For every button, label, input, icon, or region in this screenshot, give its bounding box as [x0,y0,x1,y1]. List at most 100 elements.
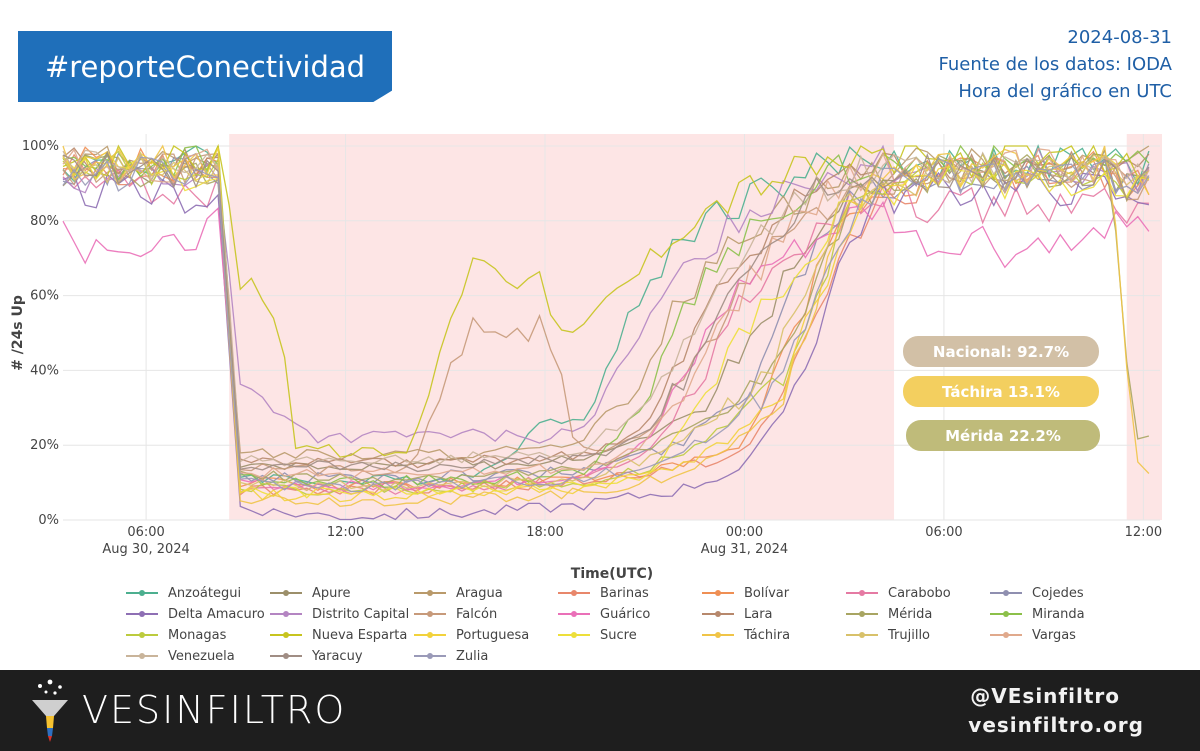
legend-swatch [846,632,878,638]
social-handle: @VEsinfiltro [970,684,1120,708]
legend-item[interactable]: Delta Amacuro [126,606,265,622]
status-pill-text: Nacional: 92.7% [933,343,1069,361]
legend-item[interactable]: Guárico [558,606,650,622]
legend-label: Delta Amacuro [168,606,265,622]
legend-swatch [846,611,878,617]
status-pill-bg [906,420,1100,451]
legend-item[interactable]: Distrito Capital [270,606,409,622]
legend-item[interactable]: Anzoátegui [126,585,241,601]
timezone-note: Hora del gráfico en UTC [958,81,1172,102]
status-pill: Nacional: 92.7% [903,336,1099,367]
legend-item[interactable]: Trujillo [846,627,930,643]
legend-item[interactable]: Lara [702,606,773,622]
x-axis-ticks: 06:00 Aug 30, 2024 12:00 18:00 00:00 Aug 31, … [102,525,1162,557]
series-line-zulia [62,156,1150,493]
brand-name: VESINFILTRO [82,688,347,732]
status-pill: Táchira 13.1% [903,376,1099,407]
series-line-cojedes [62,152,1150,485]
x-tick-date-label: Aug 31, 2024 [701,542,788,557]
legend-item[interactable]: Vargas [990,627,1076,643]
legend-label: Sucre [600,627,637,643]
y-tick-label: 100% [22,139,59,154]
legend-label: Zulia [456,648,489,664]
legend-item[interactable]: Venezuela [126,648,235,664]
legend-swatch [414,653,446,659]
x-tick-label: 18:00 [526,525,563,540]
legend-label: Lara [744,606,773,622]
funnel-logo-icon [32,679,68,742]
series-line-distrito-capital [62,144,1150,444]
legend-label: Anzoátegui [168,585,242,601]
legend-label: Distrito Capital [312,606,410,622]
legend-swatch [558,590,590,596]
legend-item[interactable]: Carabobo [846,585,951,601]
legend-item[interactable]: Monagas [126,627,226,643]
legend-item[interactable]: Bolívar [702,585,789,601]
legend-item[interactable]: Barinas [558,585,649,601]
legend-item[interactable]: Sucre [558,627,637,643]
legend-item[interactable]: Falcón [414,606,497,622]
legend-swatch [126,632,158,638]
legend-swatch [414,611,446,617]
legend-swatch [990,590,1022,596]
legend-label: Yaracuy [312,648,363,664]
status-pill-text: Táchira 13.1% [942,383,1060,401]
legend-label: Vargas [1032,627,1076,643]
legend-swatch [702,632,734,638]
legend-item[interactable]: Cojedes [990,585,1084,601]
legend-swatch [126,590,158,596]
legend-label: Cojedes [1032,585,1084,601]
legend-label: Carabobo [888,585,951,601]
legend-label: Monagas [168,627,227,643]
legend-item[interactable]: Aragua [414,585,503,601]
legend-swatch [558,611,590,617]
legend-swatch [414,590,446,596]
legend-item[interactable]: Mérida [846,606,932,622]
legend-swatch [414,632,446,638]
legend-item[interactable]: Táchira [702,627,790,643]
legend-item[interactable]: Nueva Esparta [270,627,407,643]
series-line-delta-amacuro [62,171,1150,521]
status-pill-text: Mérida 22.2% [945,427,1061,445]
series-line-yaracuy [62,150,1150,473]
series-line-vargas [62,148,1150,481]
status-pill: Mérida 22.2% [906,420,1100,451]
legend-swatch [270,632,302,638]
legend-label: Falcón [456,606,498,622]
x-tick-label: 00:00 [726,525,763,540]
legend-label: Aragua [456,585,503,601]
legend-swatch [270,611,302,617]
hashtag-text: #reporteConectividad [44,49,366,84]
y-axis-ticks: 0% 20% 40% 60% 80% 100% [22,139,59,528]
x-tick-label: 06:00 [127,525,164,540]
report-meta: 2024-08-31 Fuente de los datos: IODA Hor… [939,24,1172,105]
series-line-venezuela [62,149,1150,467]
legend-item[interactable]: Portuguesa [414,627,529,643]
legend-item[interactable]: Zulia [414,648,488,664]
y-tick-label: 60% [30,289,59,304]
x-tick-label: 06:00 [925,525,962,540]
legend-label: Nueva Esparta [312,627,408,643]
connectivity-chart: 0% 20% 40% 60% 80% 100% 06:00 Aug 30, 2024 12:0… [10,134,1162,582]
legend-swatch [702,590,734,596]
status-pill-bg [903,336,1099,367]
legend-swatch [126,653,158,659]
series-line-monagas [62,150,1150,496]
legend-label: Apure [312,585,351,601]
legend-label: Portuguesa [456,627,530,643]
legend-label: Venezuela [168,648,235,664]
series-line-merida [62,152,1150,485]
legend-label: Miranda [1032,606,1085,622]
legend-swatch [702,611,734,617]
legend-swatch [846,590,878,596]
legend-item[interactable]: Miranda [990,606,1085,622]
legend-item[interactable]: Yaracuy [270,648,363,664]
status-annotations: Nacional: 92.7% Táchira 13.1% Mérida 22.2% [903,336,1100,451]
series-line-miranda [62,144,1150,488]
series-line-anzoategui [62,144,1150,487]
y-tick-label: 0% [38,513,59,528]
legend-item[interactable]: Apure [270,585,350,601]
series-line-guarico [62,200,1150,492]
legend-swatch [990,611,1022,617]
legend-label: Bolívar [744,585,790,601]
